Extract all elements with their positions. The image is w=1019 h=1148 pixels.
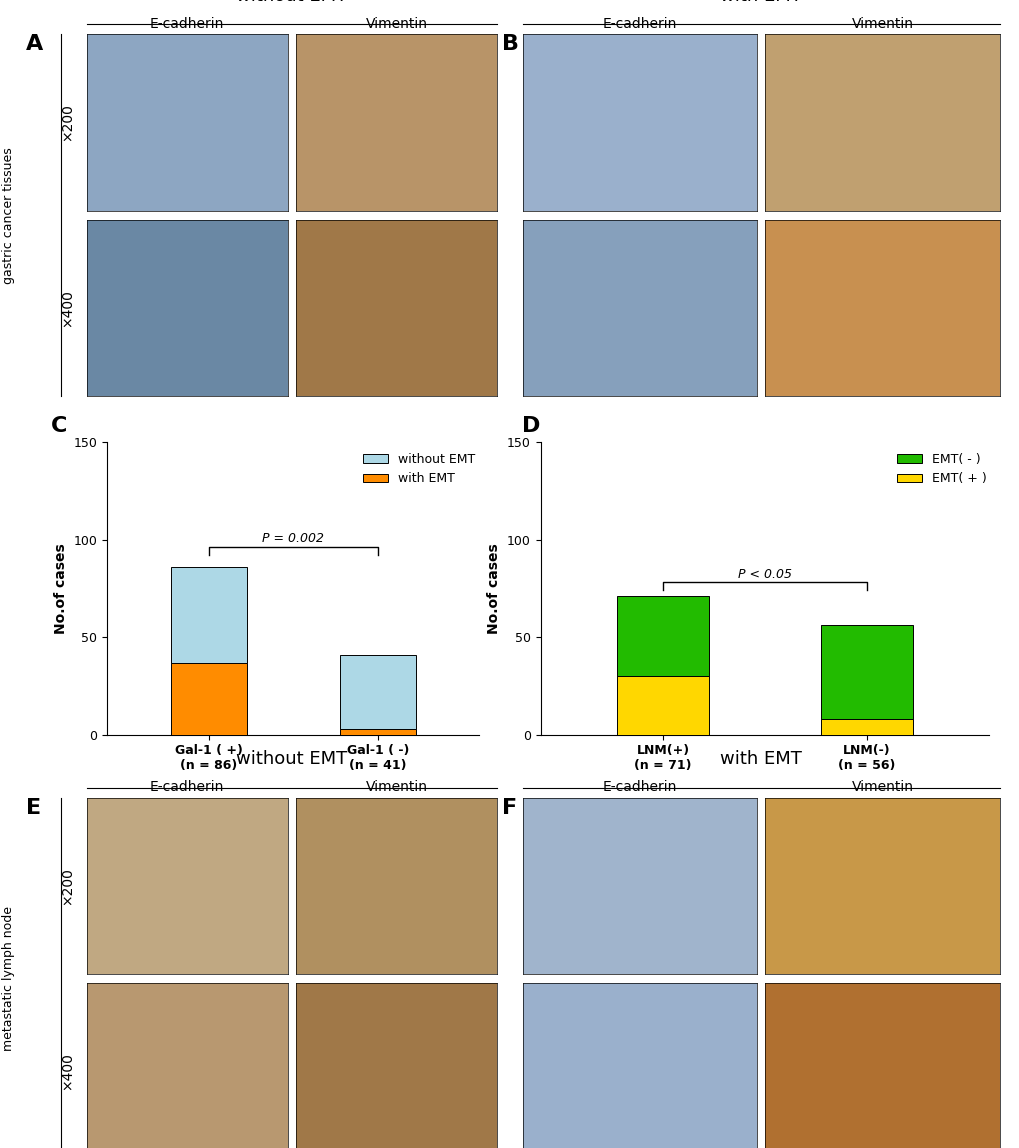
Bar bbox=[339, 654, 416, 729]
Text: Vimentin: Vimentin bbox=[365, 17, 427, 31]
Bar bbox=[170, 567, 247, 662]
Text: D: D bbox=[522, 417, 540, 436]
Legend: without EMT, with EMT: without EMT, with EMT bbox=[358, 448, 480, 490]
Text: ×400: ×400 bbox=[60, 1053, 74, 1091]
Y-axis label: No.of cases: No.of cases bbox=[487, 543, 501, 634]
Text: metastatic lymph node: metastatic lymph node bbox=[2, 906, 14, 1052]
Bar bbox=[820, 719, 912, 735]
Text: Vimentin: Vimentin bbox=[851, 781, 913, 794]
Text: without EMT: without EMT bbox=[236, 750, 347, 768]
Text: Vimentin: Vimentin bbox=[851, 17, 913, 31]
Text: E-cadherin: E-cadherin bbox=[602, 17, 677, 31]
Text: E-cadherin: E-cadherin bbox=[150, 781, 224, 794]
Text: F: F bbox=[501, 798, 517, 817]
Text: with EMT: with EMT bbox=[719, 0, 801, 5]
Text: gastric cancer tissues: gastric cancer tissues bbox=[2, 147, 14, 284]
Text: B: B bbox=[501, 34, 519, 54]
Text: E-cadherin: E-cadherin bbox=[150, 17, 224, 31]
Text: ×200: ×200 bbox=[60, 867, 74, 905]
Text: ×400: ×400 bbox=[60, 289, 74, 327]
Text: A: A bbox=[25, 34, 43, 54]
Text: Vimentin: Vimentin bbox=[365, 781, 427, 794]
Bar bbox=[820, 626, 912, 719]
Legend: EMT( - ), EMT( + ): EMT( - ), EMT( + ) bbox=[892, 448, 991, 490]
Text: P < 0.05: P < 0.05 bbox=[738, 567, 791, 581]
Bar bbox=[616, 676, 708, 735]
Text: without EMT: without EMT bbox=[236, 0, 347, 5]
Text: C: C bbox=[51, 417, 67, 436]
Y-axis label: No.of cases: No.of cases bbox=[54, 543, 68, 634]
Bar bbox=[170, 662, 247, 735]
Bar bbox=[616, 596, 708, 676]
Text: with EMT: with EMT bbox=[719, 750, 801, 768]
Text: ×200: ×200 bbox=[60, 103, 74, 141]
Bar bbox=[339, 729, 416, 735]
Text: E: E bbox=[25, 798, 41, 817]
Text: P = 0.002: P = 0.002 bbox=[262, 533, 324, 545]
Text: E-cadherin: E-cadherin bbox=[602, 781, 677, 794]
